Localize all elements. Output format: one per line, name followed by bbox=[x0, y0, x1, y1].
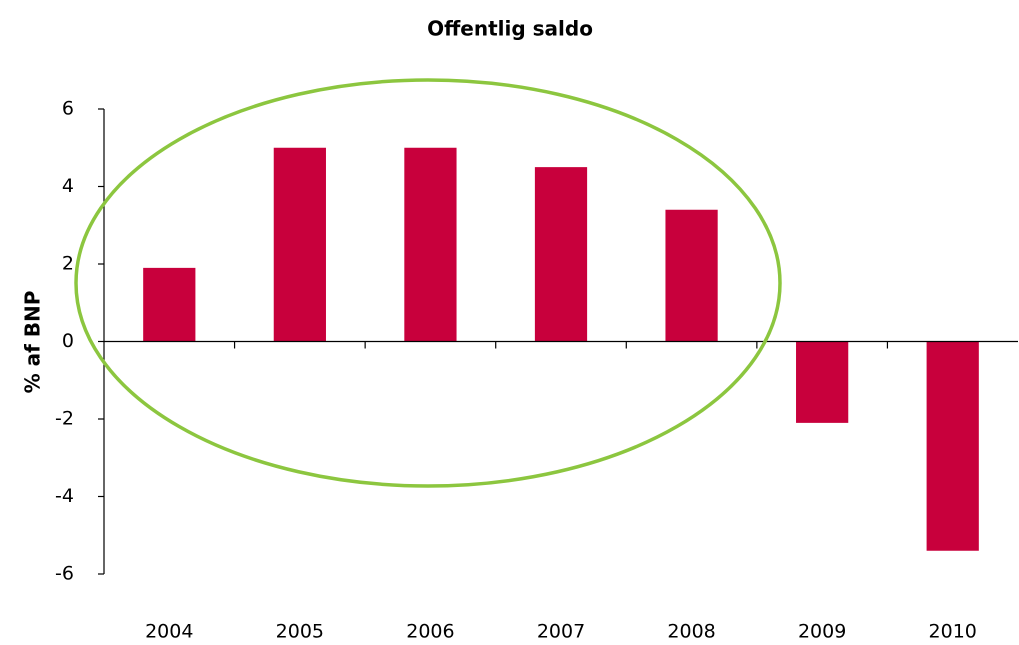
bar bbox=[796, 341, 849, 423]
y-tick-label: 6 bbox=[62, 98, 74, 120]
bar bbox=[926, 341, 979, 551]
x-tick-label: 2009 bbox=[798, 621, 846, 643]
x-tick-label: 2008 bbox=[667, 621, 715, 643]
x-tick-label: 2007 bbox=[537, 621, 585, 643]
bar bbox=[665, 209, 718, 342]
highlight-ellipse bbox=[74, 78, 782, 488]
y-tick-label: 4 bbox=[62, 175, 74, 197]
bar bbox=[273, 147, 326, 342]
y-axis-label: % af BNP bbox=[21, 291, 45, 394]
x-tick-label: 2006 bbox=[406, 621, 454, 643]
y-tick-label: 0 bbox=[62, 330, 74, 352]
chart-title: Offentlig saldo bbox=[427, 17, 593, 41]
x-tick-label: 2010 bbox=[929, 621, 977, 643]
y-tick-label: -2 bbox=[55, 408, 74, 430]
y-tick-label: -4 bbox=[55, 485, 74, 507]
y-tick-label: -6 bbox=[55, 563, 74, 585]
bar bbox=[534, 167, 588, 342]
bar bbox=[404, 147, 457, 342]
bar bbox=[143, 267, 196, 342]
y-tick-label: 2 bbox=[62, 253, 74, 275]
x-tick-label: 2004 bbox=[145, 621, 193, 643]
x-tick-label: 2005 bbox=[276, 621, 324, 643]
